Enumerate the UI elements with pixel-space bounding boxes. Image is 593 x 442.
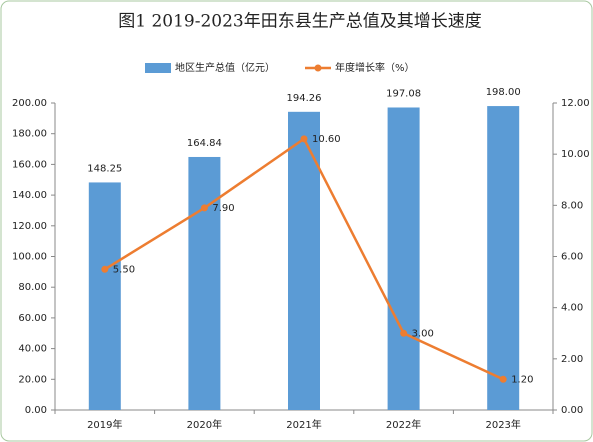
line-value-label: 7.90 [212, 203, 234, 214]
bar [288, 111, 320, 410]
y-tick-label: 80.00 [18, 282, 47, 293]
y2-tick-label: 2.00 [561, 354, 583, 365]
y2-tick-label: 12.00 [561, 98, 590, 109]
line-value-label: 3.00 [412, 328, 434, 339]
chart-title: 图1 2019-2023年田东县生产总值及其增长速度 [118, 12, 482, 32]
bar-value-label: 194.26 [287, 93, 322, 104]
x-tick-label: 2021年 [286, 418, 321, 431]
line-marker [101, 265, 109, 273]
legend-swatch [314, 64, 322, 72]
legend-label: 年度增长率（%） [335, 61, 415, 74]
x-tick-label: 2020年 [187, 418, 222, 431]
y2-tick-label: 4.00 [561, 303, 583, 314]
bar-value-label: 164.84 [187, 138, 222, 149]
y2-tick-label: 6.00 [561, 252, 583, 263]
line-marker [200, 204, 208, 212]
y2-tick-label: 0.00 [561, 405, 583, 416]
y-tick-label: 60.00 [18, 313, 47, 324]
y-tick-label: 200.00 [12, 98, 47, 109]
y-tick-label: 160.00 [12, 159, 47, 170]
bar-value-label: 197.08 [386, 88, 421, 99]
line-marker [499, 375, 507, 383]
line-value-label: 10.60 [312, 134, 341, 145]
x-tick-label: 2019年 [87, 418, 122, 431]
y2-tick-label: 10.00 [561, 149, 590, 160]
y-tick-label: 20.00 [18, 374, 47, 385]
x-tick-label: 2022年 [386, 418, 421, 431]
line-marker [300, 135, 308, 143]
y-tick-label: 100.00 [12, 252, 47, 263]
bar-value-label: 198.00 [486, 87, 521, 98]
legend-swatch [145, 63, 171, 73]
bar-value-label: 148.25 [87, 163, 122, 174]
line-value-label: 1.20 [511, 374, 533, 385]
bar [88, 182, 121, 410]
y-tick-label: 180.00 [12, 129, 47, 140]
bar [487, 106, 520, 410]
y2-tick-label: 8.00 [561, 200, 583, 211]
y-tick-label: 120.00 [12, 221, 47, 232]
x-tick-label: 2023年 [485, 418, 520, 431]
y-tick-label: 0.00 [25, 405, 47, 416]
bar [188, 156, 221, 410]
line-value-label: 5.50 [113, 264, 135, 275]
legend-label: 地区生产总值（亿元） [175, 61, 275, 74]
y-tick-label: 140.00 [12, 190, 47, 201]
line-marker [400, 329, 408, 337]
bar [387, 107, 420, 410]
y-tick-label: 40.00 [18, 344, 47, 355]
